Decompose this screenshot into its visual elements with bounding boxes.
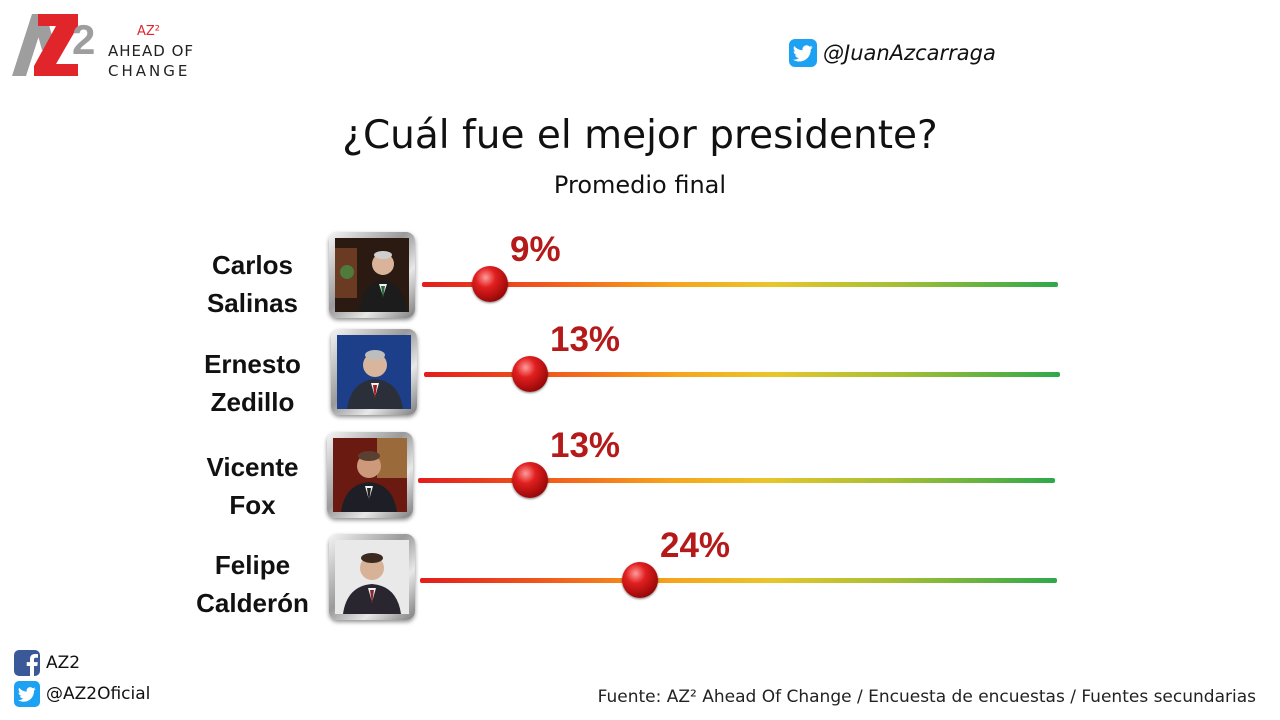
value-track	[422, 282, 1058, 287]
value-label: 24%	[660, 526, 731, 565]
chart-row: Carlos Salinas 9%	[0, 230, 1280, 332]
series-name-line-2: Salinas	[206, 288, 299, 318]
value-track	[420, 578, 1057, 583]
value-marker	[472, 266, 508, 302]
value-label: 13%	[550, 426, 621, 465]
value-track	[424, 372, 1060, 377]
chart-row: Vicente Fox 13%	[0, 426, 1280, 532]
portrait-avatar	[337, 335, 411, 409]
series-name-line-1: Ernesto	[204, 349, 301, 379]
footer-twitter[interactable]: @AZ2Oficial	[14, 681, 150, 707]
value-marker	[622, 562, 658, 598]
facebook-text: AZ2	[46, 653, 81, 673]
twitter-footer-text: @AZ2Oficial	[46, 684, 151, 704]
value-marker	[512, 356, 548, 392]
value-track	[418, 478, 1055, 483]
value-marker	[512, 462, 548, 498]
chart-title: ¿Cuál fue el mejor presidente?	[342, 113, 938, 158]
series-name: Ernesto Zedillo	[180, 345, 325, 421]
series-name-line-1: Vicente	[206, 452, 299, 482]
twitter-icon	[789, 39, 817, 67]
portrait-frame	[329, 232, 415, 318]
series-name: Felipe Calderón	[180, 546, 325, 622]
value-label: 9%	[510, 230, 561, 269]
portrait-avatar	[335, 238, 409, 312]
portrait-frame	[329, 534, 415, 620]
series-name: Carlos Salinas	[180, 246, 325, 322]
portrait-avatar	[335, 540, 409, 614]
series-name-line-2: Calderón	[196, 588, 309, 618]
chart-row: Ernesto Zedillo 13%	[0, 320, 1280, 428]
brand-logo: 2 AZ² AHEAD OF CHANGE	[12, 10, 212, 82]
chart-row: Felipe Calderón 24%	[0, 526, 1280, 632]
logo-line-1: AHEAD OF	[108, 42, 195, 60]
facebook-icon	[14, 650, 40, 676]
series-name-line-2: Fox	[229, 490, 276, 520]
top-handle-text: @JuanAzcarraga	[823, 41, 996, 65]
series-name-line-1: Felipe	[214, 550, 291, 580]
portrait-avatar	[333, 438, 407, 512]
series-name: Vicente Fox	[180, 448, 325, 524]
logo-line-2: CHANGE	[108, 62, 191, 80]
logo-superscript: AZ²	[137, 24, 161, 39]
top-twitter-handle[interactable]: @JuanAzcarraga	[789, 38, 996, 68]
source-note: Fuente: AZ² Ahead Of Change / Encuesta d…	[597, 687, 1256, 707]
chart-subtitle: Promedio final	[553, 171, 727, 199]
svg-text:2: 2	[72, 16, 95, 63]
series-name-line-2: Zedillo	[210, 387, 295, 417]
twitter-icon	[14, 681, 40, 707]
portrait-frame	[331, 329, 417, 415]
series-name-line-1: Carlos	[212, 250, 293, 280]
footer-facebook[interactable]: AZ2	[14, 650, 80, 676]
value-label: 13%	[550, 320, 621, 359]
az2-logo-mark: 2	[12, 14, 95, 76]
portrait-frame	[327, 432, 413, 518]
